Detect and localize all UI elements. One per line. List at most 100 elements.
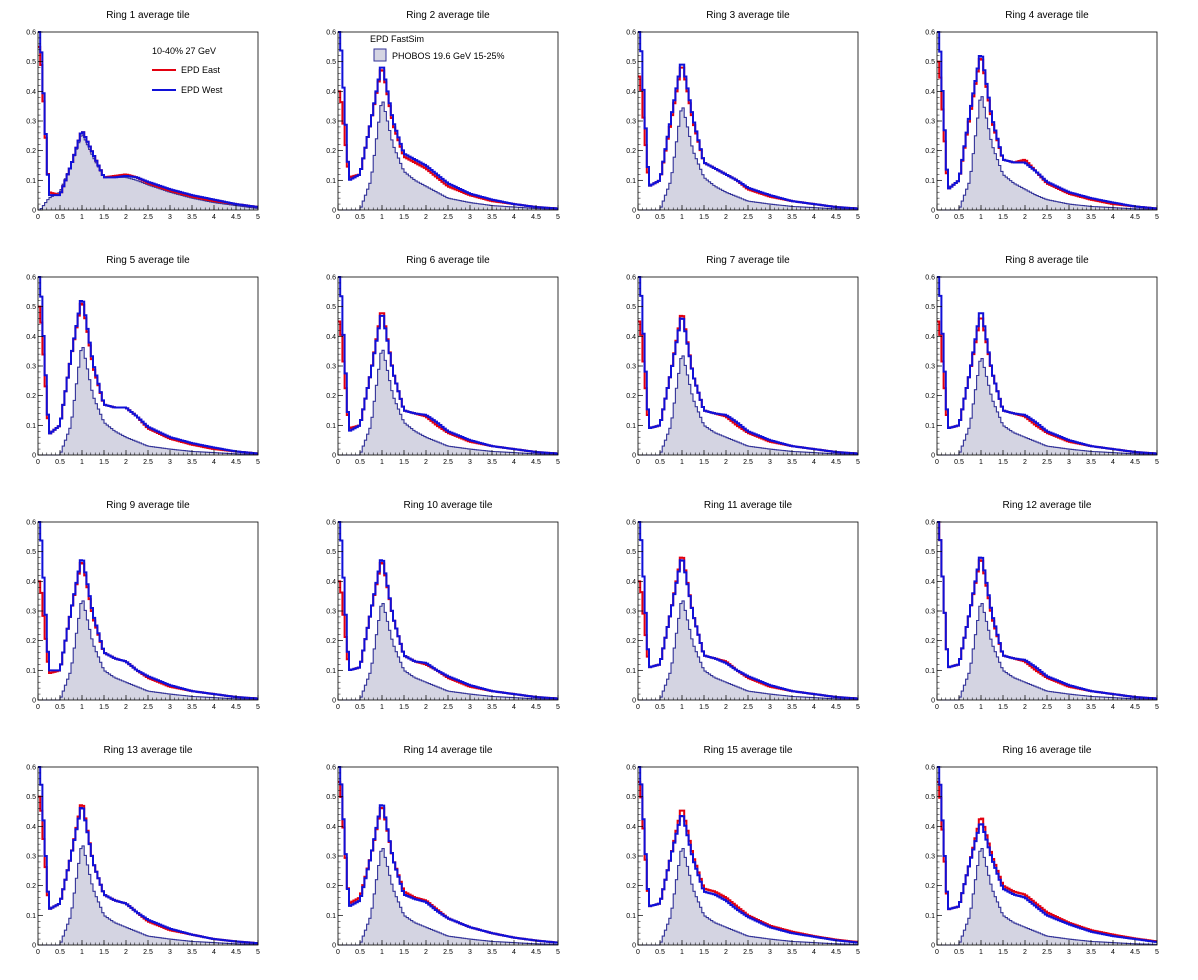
y-tick-label: 0.2: [326, 638, 336, 645]
y-tick-label: 0.6: [26, 765, 36, 772]
y-tick-label: 0.2: [626, 393, 636, 400]
x-tick-label: 1.5: [699, 214, 709, 221]
x-tick-label: 0: [935, 214, 939, 221]
y-tick-label: 0.3: [925, 854, 935, 861]
x-tick-label: 0.5: [355, 459, 365, 466]
y-tick-label: 0.1: [26, 423, 36, 430]
y-tick-label: 0.1: [925, 423, 935, 430]
y-tick-label: 0.4: [326, 824, 336, 831]
panel-title: Ring 9 average tile: [106, 500, 190, 511]
y-tick-label: 0.5: [626, 304, 636, 311]
y-tick-label: 0.5: [326, 794, 336, 801]
x-tick-label: 1.5: [399, 459, 409, 466]
y-tick-label: 0.2: [925, 883, 935, 890]
panel-title: Ring 10 average tile: [404, 500, 493, 511]
x-tick-label: 0.5: [655, 704, 665, 711]
x-tick-label: 5: [256, 704, 260, 711]
panel-title: Ring 3 average tile: [706, 10, 790, 21]
y-tick-label: 0.3: [626, 364, 636, 371]
epd-west-histogram-line: [38, 31, 258, 208]
x-tick-label: 3: [468, 459, 472, 466]
phobos-fill: [638, 600, 858, 700]
y-tick-label: 0.6: [626, 520, 636, 527]
x-tick-label: 1: [979, 704, 983, 711]
panel-title: Ring 7 average tile: [706, 255, 790, 266]
y-tick-label: 0.1: [925, 668, 935, 675]
x-tick-label: 1: [380, 214, 384, 221]
y-tick-label: 0: [632, 453, 636, 460]
y-tick-label: 0.4: [626, 89, 636, 96]
histogram-panel: Ring 4 average tile 0 0.5 1 1.5 2 2.5 3 3.5 4 4.5 5…: [925, 10, 1159, 221]
legend-east-label: EPD East: [181, 65, 221, 75]
y-tick-label: 0: [32, 943, 36, 950]
x-tick-label: 0.5: [355, 949, 365, 956]
y-tick-label: 0.6: [925, 30, 935, 37]
x-tick-label: 1: [680, 949, 684, 956]
y-tick-label: 0.1: [925, 913, 935, 920]
x-tick-label: 0.5: [954, 949, 964, 956]
x-tick-label: 2: [724, 459, 728, 466]
y-tick-label: 0.5: [626, 794, 636, 801]
y-tick-label: 0.6: [26, 520, 36, 527]
epd-west-histogram-line: [937, 276, 1157, 455]
y-tick-label: 0.4: [925, 89, 935, 96]
y-tick-label: 0.1: [626, 668, 636, 675]
x-tick-label: 2.5: [443, 214, 453, 221]
y-tick-label: 0.6: [26, 30, 36, 37]
y-tick-label: 0.4: [26, 89, 36, 96]
x-tick-label: 2: [424, 949, 428, 956]
x-tick-label: 4: [812, 214, 816, 221]
y-tick-label: 0.6: [925, 520, 935, 527]
x-tick-label: 1: [380, 949, 384, 956]
x-tick-label: 5: [856, 704, 860, 711]
x-tick-label: 0.5: [655, 949, 665, 956]
x-tick-label: 3.5: [187, 704, 197, 711]
x-tick-label: 1.5: [998, 704, 1008, 711]
legend-centrality-label: 10-40% 27 GeV: [152, 46, 216, 56]
x-tick-label: 3.5: [787, 459, 797, 466]
x-tick-label: 2.5: [143, 704, 153, 711]
y-tick-label: 0.2: [326, 883, 336, 890]
x-tick-label: 0: [36, 704, 40, 711]
legend-phobos-label: PHOBOS 19.6 GeV 15-25%: [392, 51, 505, 61]
y-tick-label: 0: [332, 943, 336, 950]
panel-title: Ring 11 average tile: [704, 500, 793, 511]
x-tick-label: 3: [168, 459, 172, 466]
y-tick-label: 0.5: [626, 549, 636, 556]
y-tick-label: 0: [632, 943, 636, 950]
x-tick-label: 3.5: [787, 949, 797, 956]
y-tick-label: 0.5: [626, 59, 636, 66]
phobos-fill: [937, 848, 1157, 945]
x-tick-label: 3: [468, 949, 472, 956]
x-tick-label: 4: [512, 459, 516, 466]
y-tick-label: 0.1: [26, 913, 36, 920]
y-tick-label: 0.3: [26, 364, 36, 371]
x-tick-label: 3.5: [787, 214, 797, 221]
x-tick-label: 4: [1111, 949, 1115, 956]
histogram-panel: Ring 6 average tile 0 0.5 1 1.5 2 2.5 3 3.5 4 4.5 5…: [326, 255, 560, 466]
epd-west-histogram-line: [937, 766, 1157, 943]
x-tick-label: 1: [380, 704, 384, 711]
x-tick-label: 3: [468, 214, 472, 221]
x-tick-label: 0.5: [655, 459, 665, 466]
y-tick-label: 0.5: [26, 549, 36, 556]
y-tick-label: 0.4: [326, 89, 336, 96]
y-tick-label: 0.4: [26, 579, 36, 586]
epd-west-histogram-line: [338, 521, 558, 700]
y-tick-label: 0.5: [326, 304, 336, 311]
histogram-panel: Ring 7 average tile 0 0.5 1 1.5 2 2.5 3 3.5 4 4.5 5…: [626, 255, 860, 466]
y-tick-label: 0: [632, 698, 636, 705]
x-tick-label: 5: [556, 459, 560, 466]
legend-fastsim-label: EPD FastSim: [370, 34, 424, 44]
x-tick-label: 3.5: [1086, 949, 1096, 956]
x-tick-label: 5: [856, 949, 860, 956]
x-tick-label: 4.5: [1130, 459, 1140, 466]
x-tick-label: 1: [380, 459, 384, 466]
x-tick-label: 3: [1067, 704, 1071, 711]
histogram-panel: Ring 14 average tile 0 0.5 1 1.5 2 2.5 3 3.5 4 4.5…: [326, 745, 560, 956]
epd-west-histogram-line: [338, 276, 558, 455]
y-tick-label: 0.6: [326, 275, 336, 282]
x-tick-label: 4.5: [831, 214, 841, 221]
x-tick-label: 1: [80, 459, 84, 466]
x-tick-label: 5: [556, 949, 560, 956]
